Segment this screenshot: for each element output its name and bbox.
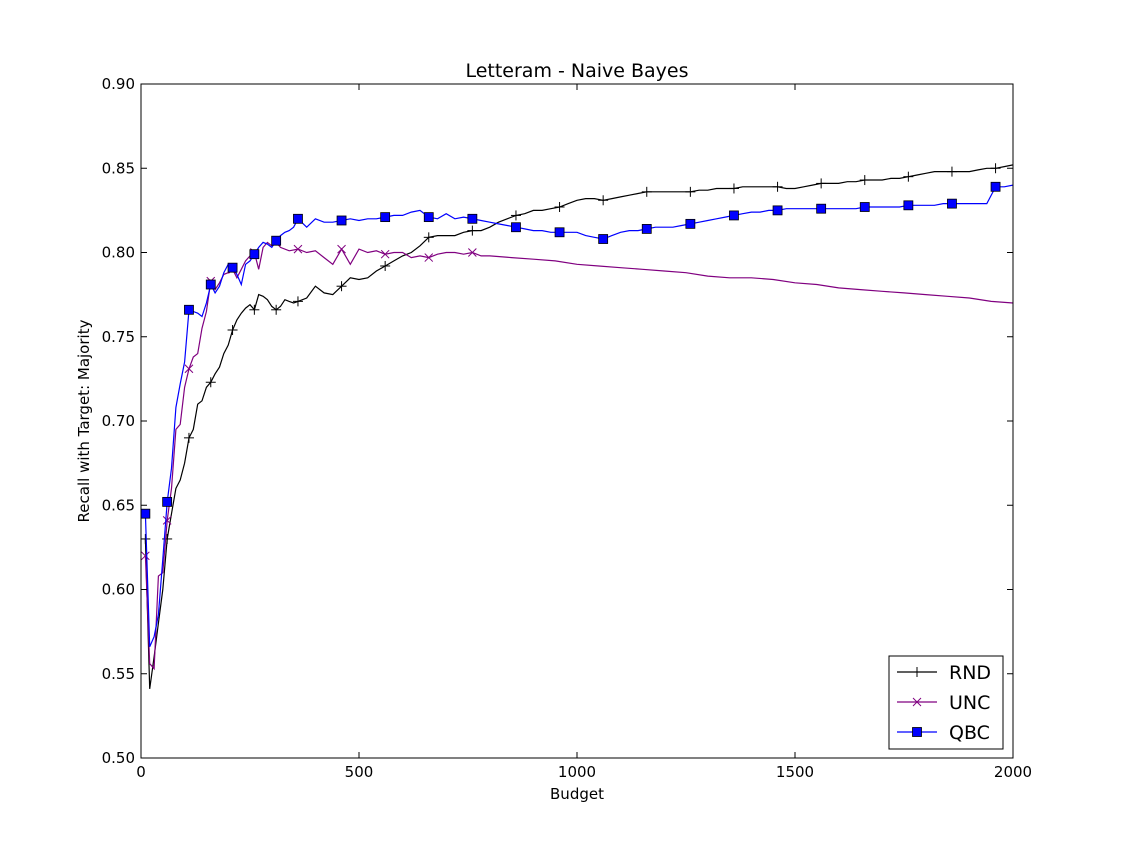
data-point-qbc: [227, 262, 238, 273]
legend-item-unc: UNC: [897, 692, 990, 714]
data-point-qbc: [685, 218, 696, 229]
data-point-qbc: [554, 227, 565, 238]
data-point-qbc: [729, 210, 739, 221]
data-point-rnd: [772, 181, 783, 192]
plot-frame: [140, 83, 1014, 759]
data-point-rnd: [227, 325, 238, 336]
y-tick-label: 0.80: [102, 244, 135, 262]
data-point-qbc: [380, 212, 391, 223]
data-point-unc: [184, 364, 194, 374]
y-tick-label: 0.65: [102, 496, 135, 514]
data-point-rnd: [249, 304, 260, 315]
data-point-rnd: [598, 195, 609, 206]
x-tick-label: 1500: [776, 763, 814, 781]
series-rnd: [141, 163, 1013, 689]
data-point-qbc: [184, 304, 194, 315]
series-line-qbc: [144, 184, 1013, 648]
data-point-unc: [424, 253, 434, 262]
legend-item-rnd: RND: [897, 662, 991, 684]
y-tick-label: 0.90: [102, 75, 135, 93]
data-point-rnd: [641, 186, 652, 197]
data-point-qbc: [859, 202, 870, 212]
data-point-rnd: [183, 432, 194, 443]
y-tick-label: 0.50: [102, 749, 135, 767]
data-point-unc: [141, 551, 150, 561]
legend-marker-qbc: [912, 727, 922, 737]
data-point-rnd: [728, 183, 739, 194]
y-tick-label: 0.60: [102, 581, 135, 599]
data-point-qbc: [903, 200, 914, 211]
y-axis-label: Recall with Target: Majority: [75, 319, 93, 522]
data-point-qbc: [336, 215, 347, 226]
data-point-qbc: [598, 234, 609, 244]
legend: RND UNC QBC: [888, 655, 1004, 750]
y-tick-label: 0.85: [102, 159, 135, 177]
x-tick-label: 1000: [558, 763, 596, 781]
legend-label: QBC: [949, 722, 990, 744]
data-point-qbc: [641, 224, 652, 234]
data-point-qbc: [772, 205, 783, 216]
x-tick-label: 0: [136, 763, 146, 781]
x-axis-label: Budget: [550, 785, 604, 803]
data-point-unc: [468, 248, 477, 257]
legend-label: UNC: [949, 692, 990, 714]
data-point-qbc: [990, 181, 1001, 192]
legend-item-qbc: QBC: [897, 722, 990, 744]
data-point-qbc: [467, 213, 478, 224]
y-tick-label: 0.70: [102, 412, 135, 430]
data-point-qbc: [947, 198, 957, 209]
data-point-rnd: [271, 304, 282, 315]
data-point-rnd: [423, 232, 434, 243]
data-point-qbc: [205, 279, 216, 290]
data-point-unc: [162, 516, 172, 525]
data-point-unc: [293, 244, 303, 254]
data-point-qbc: [423, 212, 434, 223]
data-point-rnd: [554, 202, 565, 213]
x-tick-label: 500: [345, 763, 374, 781]
data-point-rnd: [990, 163, 1001, 174]
data-point-rnd: [816, 178, 827, 189]
data-point-rnd: [859, 175, 870, 186]
data-point-unc: [337, 244, 346, 254]
x-tick-label: 2000: [994, 763, 1032, 781]
data-point-qbc: [271, 235, 282, 246]
data-point-unc: [380, 249, 390, 259]
series-line-unc: [144, 241, 1013, 671]
data-point-qbc: [162, 496, 173, 507]
data-point-rnd: [292, 296, 303, 307]
series-unc: [141, 238, 1013, 671]
y-tick-label: 0.75: [102, 328, 135, 346]
data-point-qbc: [816, 203, 827, 214]
data-point-rnd: [510, 210, 521, 221]
data-point-qbc: [249, 249, 260, 260]
data-point-rnd: [946, 166, 957, 177]
data-point-rnd: [141, 533, 151, 544]
data-point-rnd: [467, 225, 478, 236]
legend-label: RND: [949, 662, 991, 684]
data-point-qbc: [293, 213, 303, 224]
series-line-rnd: [144, 164, 1013, 689]
data-point-rnd: [380, 260, 391, 271]
data-point-rnd: [903, 171, 914, 182]
data-point-rnd: [336, 281, 347, 292]
legend-marker-unc: [912, 697, 922, 707]
data-point-rnd: [205, 377, 216, 388]
series-qbc: [141, 181, 1013, 648]
chart-title: Letteram - Naive Bayes: [465, 60, 688, 82]
data-point-qbc: [141, 508, 151, 519]
y-tick-label: 0.55: [102, 665, 135, 683]
data-point-rnd: [685, 186, 696, 197]
data-point-qbc: [511, 222, 521, 233]
legend-marker-rnd: [912, 667, 922, 677]
